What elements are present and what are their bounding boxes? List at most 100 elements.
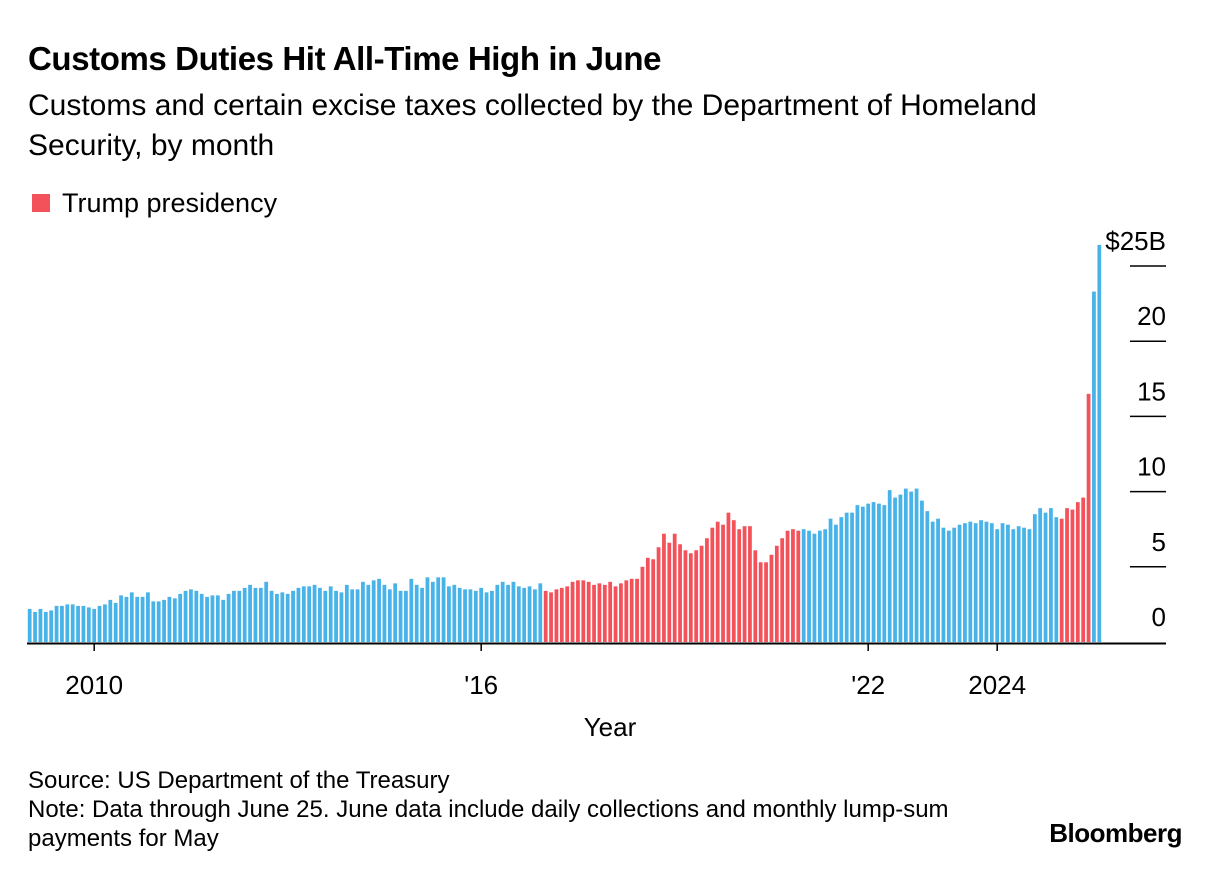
x-tick-label: '22 xyxy=(851,670,885,700)
bar xyxy=(909,491,914,642)
bar xyxy=(920,500,924,642)
bar xyxy=(103,604,107,642)
bar xyxy=(522,587,527,642)
bar xyxy=(457,587,462,642)
bar xyxy=(495,584,500,642)
bar xyxy=(312,584,317,642)
bar xyxy=(318,587,322,642)
bar xyxy=(817,530,822,642)
bar xyxy=(936,518,940,642)
bar xyxy=(602,584,607,642)
bar xyxy=(989,523,994,642)
bar xyxy=(850,512,854,642)
bar xyxy=(506,584,510,642)
bar xyxy=(414,584,419,642)
bar xyxy=(737,529,742,642)
chart-subtitle: Customs and certain excise taxes collect… xyxy=(28,89,1037,162)
bar xyxy=(780,538,785,642)
bar xyxy=(129,592,134,642)
bloomberg-logo: Bloomberg xyxy=(1049,818,1182,848)
bars-group xyxy=(27,244,1102,642)
y-tick-label: 0 xyxy=(1152,602,1166,632)
bar xyxy=(178,593,183,642)
bar xyxy=(264,581,269,642)
bar xyxy=(479,587,484,642)
bar xyxy=(205,596,209,642)
bar xyxy=(570,581,575,642)
bar xyxy=(49,610,54,642)
bar xyxy=(296,587,301,642)
bar xyxy=(226,593,231,642)
source-note: Source: US Department of the Treasury xyxy=(28,767,450,794)
bar xyxy=(33,611,37,642)
bar xyxy=(855,505,860,642)
bar xyxy=(898,494,903,642)
bar xyxy=(398,590,403,642)
bar xyxy=(70,604,75,642)
bar xyxy=(366,584,371,642)
chart-title: Customs Duties Hit All-Time High in June xyxy=(28,40,662,77)
bar xyxy=(812,533,817,642)
bar xyxy=(559,587,564,642)
bar xyxy=(796,530,801,642)
bar xyxy=(468,589,473,642)
bar xyxy=(371,580,376,642)
bar xyxy=(860,506,865,642)
bar xyxy=(275,593,279,642)
bar xyxy=(930,521,935,642)
bar xyxy=(65,604,70,642)
bar xyxy=(81,605,86,642)
bar xyxy=(667,542,672,642)
legend-swatch xyxy=(32,194,50,212)
bar xyxy=(946,530,951,642)
bar xyxy=(871,502,876,642)
bar xyxy=(344,584,349,642)
bar xyxy=(441,577,446,642)
y-tick-label: 10 xyxy=(1137,452,1166,482)
bar xyxy=(425,577,430,642)
bar xyxy=(97,605,102,642)
bar xyxy=(882,505,887,642)
bar xyxy=(151,601,156,642)
y-tick-label: 20 xyxy=(1137,301,1166,331)
bar xyxy=(291,590,295,642)
bar xyxy=(54,605,59,642)
bar xyxy=(984,521,989,642)
bar xyxy=(1097,244,1102,642)
bar xyxy=(167,596,172,642)
bar xyxy=(490,590,494,642)
bar xyxy=(957,524,962,642)
bar xyxy=(807,530,811,642)
bar xyxy=(199,593,204,642)
bar xyxy=(543,590,548,642)
bar xyxy=(554,589,559,642)
bar xyxy=(683,550,688,642)
bar xyxy=(350,589,355,642)
bar xyxy=(242,587,247,642)
x-axis-title: Year xyxy=(584,712,637,742)
bar xyxy=(694,550,699,642)
bar xyxy=(1065,508,1069,642)
bar xyxy=(1075,502,1080,642)
bar xyxy=(387,589,392,642)
bar xyxy=(1049,508,1053,642)
bar xyxy=(877,503,881,642)
bar xyxy=(377,578,381,642)
bar xyxy=(887,490,892,642)
bar xyxy=(651,559,656,642)
bar xyxy=(662,533,666,642)
bar xyxy=(640,566,645,642)
bar xyxy=(473,590,478,642)
bar xyxy=(903,488,908,642)
bar xyxy=(76,605,80,642)
bar xyxy=(608,581,613,642)
bar xyxy=(1032,514,1037,642)
bar xyxy=(995,529,1000,642)
x-tick-label: 2010 xyxy=(65,670,123,700)
bar xyxy=(140,596,145,642)
bar xyxy=(183,590,188,642)
bar xyxy=(586,581,591,642)
bar xyxy=(581,580,586,642)
bar xyxy=(301,586,306,642)
bar xyxy=(119,595,123,642)
